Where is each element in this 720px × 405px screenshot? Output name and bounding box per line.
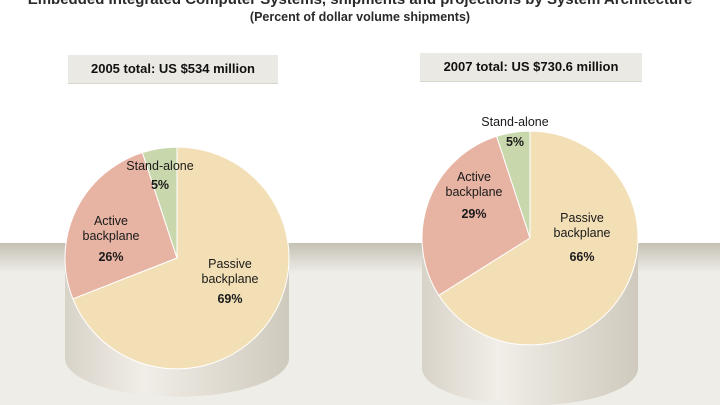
pie-slice-active-backplane — [421, 135, 531, 296]
slice-label-passive-backplane: Passive — [560, 211, 604, 225]
pie-header-2005: 2005 total: US $534 million — [68, 55, 278, 84]
slice-value-passive-backplane: 66% — [569, 250, 594, 264]
slice-label-active-backplane: backplane — [83, 229, 140, 243]
slice-label-passive-backplane: backplane — [554, 226, 611, 240]
pie-slice-passive-backplane — [438, 130, 639, 346]
slice-value-active-backplane: 26% — [98, 250, 123, 264]
pie-slice-passive-backplane — [72, 146, 290, 370]
pie-slice-stand-alone — [141, 146, 178, 259]
slice-value-active-backplane: 29% — [461, 207, 486, 221]
slice-label-passive-backplane: Passive — [208, 257, 252, 271]
slice-label-active-backplane: Active — [94, 214, 128, 228]
pie-slice-active-backplane — [64, 151, 178, 300]
pie-header-2007: 2007 total: US $730.6 million — [420, 53, 642, 82]
slice-label-active-backplane: backplane — [446, 185, 503, 199]
slice-label-active-backplane: Active — [457, 170, 491, 184]
slice-label-stand-alone: Stand-alone — [126, 159, 193, 173]
slice-value-stand-alone: 5% — [506, 135, 524, 149]
slice-value-stand-alone: 5% — [151, 178, 169, 192]
chart-title: Embedded Integrated Computer Systems, sh… — [0, 0, 720, 11]
slice-label-stand-alone: Stand-alone — [481, 115, 548, 129]
slice-label-passive-backplane: backplane — [202, 272, 259, 286]
chart-subtitle: (Percent of dollar volume shipments) — [249, 10, 471, 24]
slice-value-passive-backplane: 69% — [217, 292, 242, 306]
pie-slice-stand-alone — [495, 130, 531, 239]
